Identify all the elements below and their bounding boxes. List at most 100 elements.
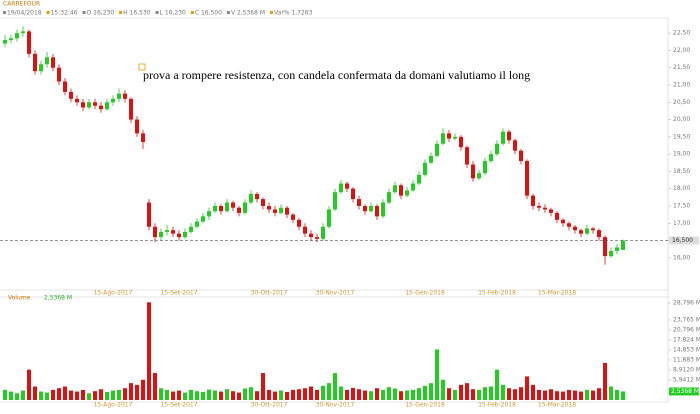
- y-tick-label: 22,50: [673, 30, 690, 37]
- candle-body: [129, 98, 133, 120]
- candle-body: [135, 119, 139, 134]
- candle-body: [51, 57, 55, 68]
- candle-body: [381, 202, 385, 217]
- candle-body: [567, 223, 571, 227]
- candle-body: [279, 207, 283, 213]
- volume-bar: [207, 389, 211, 400]
- volume-bar: [429, 383, 433, 400]
- candle-body: [483, 161, 487, 174]
- volume-bar: [315, 389, 319, 400]
- y-tick-label: 14,853 M: [673, 346, 700, 353]
- candle-body: [561, 219, 565, 224]
- info-item: 15:32:46: [51, 10, 78, 17]
- info-item: H 16,530: [123, 10, 151, 17]
- candle-body: [495, 143, 499, 155]
- candle-body: [555, 212, 559, 220]
- candle-body: [15, 33, 19, 39]
- volume-bar: [15, 393, 19, 400]
- candle-body: [447, 133, 451, 139]
- candle-body: [207, 211, 211, 217]
- volume-bar: [225, 389, 229, 400]
- annotation: prova a rompere resistenza, con candela …: [143, 68, 530, 82]
- volume-bar: [537, 389, 541, 400]
- volume-bar: [171, 391, 175, 400]
- info-item: O 16,230: [87, 10, 115, 17]
- volume-bar: [219, 391, 223, 400]
- volume-bar: [495, 369, 499, 400]
- info-swatch: [82, 11, 86, 14]
- candle-body: [183, 231, 187, 238]
- candle-body: [591, 228, 595, 231]
- candle-body: [549, 209, 553, 213]
- volume-bar: [393, 388, 397, 400]
- candle-body: [333, 192, 337, 210]
- volume-bar: [345, 389, 349, 400]
- volume-bar: [3, 389, 7, 400]
- volume-bar: [87, 393, 91, 400]
- volume-bar: [261, 373, 265, 400]
- volume-bar: [447, 388, 451, 400]
- volume-bar: [411, 389, 415, 400]
- candle-body: [489, 154, 493, 162]
- candle-body: [285, 207, 289, 215]
- volume-bar: [423, 385, 427, 400]
- x-tick-label: 30-Nov-2017: [316, 402, 355, 409]
- volume-bar: [597, 388, 601, 400]
- info-item: L 16,230: [160, 10, 186, 17]
- candle-body: [417, 174, 421, 184]
- candle-body: [507, 131, 511, 141]
- candle-body: [363, 205, 367, 212]
- volume-bar: [81, 389, 85, 400]
- volume-bar: [21, 390, 25, 400]
- volume-bar: [117, 389, 121, 400]
- x-tick-label: 30-Ott-2017: [251, 290, 288, 297]
- candle-body: [33, 53, 37, 72]
- volume-bar: [555, 391, 559, 400]
- volume-bar: [57, 388, 61, 400]
- info-swatch: [3, 11, 6, 14]
- volume-bar: [459, 384, 463, 400]
- candle-body: [21, 31, 25, 34]
- volume-bar: [603, 362, 607, 400]
- candle-body: [399, 185, 403, 196]
- volume-bar: [471, 389, 475, 400]
- candle-body: [27, 31, 31, 54]
- x-tick-label: 30-Ott-2017: [251, 402, 288, 409]
- volume-bar: [549, 389, 553, 400]
- candle-body: [603, 237, 607, 257]
- chart-title: CARREFOUR: [3, 1, 40, 8]
- y-tick-label: 16,00: [673, 254, 690, 261]
- volume-bar: [369, 391, 373, 400]
- volume-bar: [9, 391, 13, 400]
- x-tick-label: 30-Nov-2017: [316, 290, 355, 297]
- volume-bar: [531, 384, 535, 400]
- candle-body: [57, 67, 61, 82]
- volume-bar: [177, 390, 181, 400]
- x-tick-label: 15-Feb-2018: [478, 290, 516, 297]
- volume-bar: [453, 389, 457, 400]
- candle-body: [225, 202, 229, 212]
- x-tick-label: 15-Set-2017: [160, 290, 197, 297]
- candle-body: [153, 226, 157, 238]
- y-tick-label: 17,50: [673, 202, 690, 209]
- candle-body: [351, 188, 355, 200]
- candle-body: [87, 102, 91, 108]
- y-tick-label: 23,765 M: [673, 316, 700, 323]
- volume-bar: [189, 389, 193, 400]
- volume-bar: [159, 388, 163, 400]
- volume-bar: [147, 302, 151, 400]
- volume-bar: [399, 391, 403, 400]
- candle-body: [303, 226, 307, 234]
- volume-bar: [75, 391, 79, 400]
- candle-body: [261, 199, 265, 206]
- y-tick-label: 17,00: [673, 220, 690, 227]
- volume-bar: [501, 384, 505, 400]
- volume-bar: [417, 388, 421, 400]
- volume-bar: [525, 376, 529, 400]
- candle-body: [69, 91, 73, 99]
- x-tick-label: 15-Mar-2018: [538, 290, 576, 297]
- y-tick-label: 20,00: [673, 116, 690, 123]
- candle-body: [81, 102, 85, 108]
